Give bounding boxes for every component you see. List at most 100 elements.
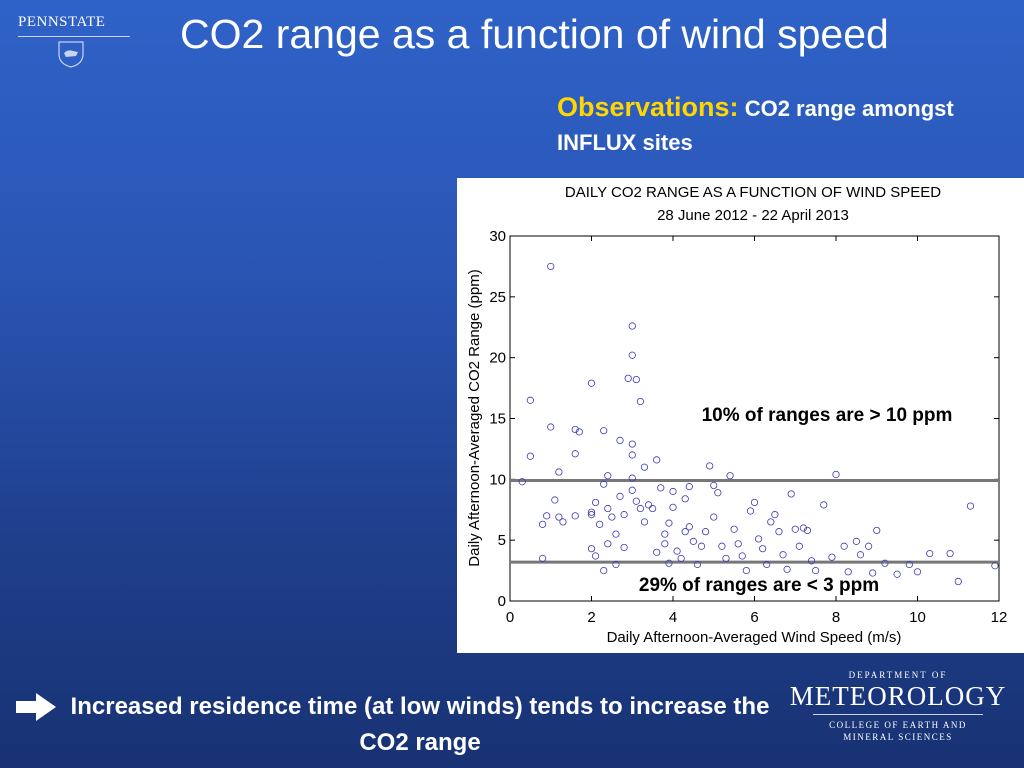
- x-tick-label: 10: [909, 609, 926, 626]
- data-point: [636, 504, 644, 513]
- data-point: [685, 523, 693, 531]
- data-point: [539, 554, 547, 563]
- data-point: [526, 452, 534, 460]
- data-point: [665, 559, 673, 567]
- data-point: [612, 560, 620, 569]
- data-point: [767, 518, 775, 526]
- data-point: [604, 504, 612, 513]
- logo-divider: [813, 714, 983, 715]
- data-point: [812, 566, 820, 575]
- meteorology-logo: DEPARTMENT OF METEOROLOGY COLLEGE OF EAR…: [784, 670, 1012, 760]
- y-tick-label: 0: [498, 593, 506, 610]
- conclusion-text: Increased residence time (at low winds) …: [70, 693, 770, 756]
- data-point: [628, 440, 636, 448]
- logo-college-line2: MINERAL SCIENCES: [843, 732, 953, 742]
- data-point: [608, 513, 616, 521]
- data-point: [706, 462, 714, 470]
- data-point: [734, 540, 742, 548]
- data-point: [604, 540, 612, 548]
- data-point: [754, 535, 763, 543]
- data-point: [669, 487, 677, 496]
- data-point: [628, 451, 636, 459]
- lion-shield-icon: [58, 41, 84, 68]
- data-point: [591, 498, 600, 507]
- data-point: [905, 560, 913, 569]
- data-point: [575, 428, 583, 436]
- logo-rule: [18, 36, 130, 37]
- data-point: [526, 396, 534, 404]
- data-point: [693, 560, 702, 569]
- observations-label: Observations:: [557, 92, 739, 122]
- data-point: [697, 542, 706, 550]
- y-axis-label: Daily Afternoon-Averaged CO2 Range (ppm): [466, 269, 483, 566]
- data-point: [640, 463, 649, 471]
- data-point: [820, 501, 828, 509]
- data-point: [799, 524, 807, 532]
- data-point: [926, 549, 934, 558]
- data-point: [571, 425, 579, 434]
- data-point: [571, 512, 579, 520]
- data-point: [591, 552, 600, 560]
- data-point: [628, 351, 636, 359]
- observations-text: CO2 range amongst INFLUX sites: [557, 96, 954, 155]
- data-point: [628, 322, 636, 330]
- data-point: [555, 513, 563, 521]
- data-point: [791, 525, 799, 533]
- data-point: [750, 498, 759, 507]
- pennstate-logo: PENNSTATE: [18, 14, 133, 74]
- data-point: [539, 520, 547, 528]
- x-tick-label: 12: [991, 609, 1008, 626]
- chart-subtitle: 28 June 2012 - 22 April 2013: [657, 207, 849, 224]
- data-point: [991, 562, 999, 570]
- data-point: [771, 511, 779, 519]
- data-point: [661, 530, 669, 538]
- data-point: [661, 540, 669, 548]
- data-point: [596, 520, 604, 528]
- data-point: [616, 492, 624, 500]
- data-point: [616, 436, 624, 444]
- observations-heading: Observations: CO2 range amongst INFLUX s…: [557, 90, 997, 160]
- data-point: [649, 504, 657, 513]
- logo-department: DEPARTMENT OF: [848, 670, 948, 680]
- right-arrow-icon: [16, 693, 56, 721]
- data-point: [571, 450, 579, 458]
- data-point: [644, 501, 653, 509]
- data-point: [714, 489, 722, 497]
- data-point: [547, 423, 555, 431]
- data-point: [738, 552, 746, 560]
- data-point: [600, 480, 608, 488]
- data-point: [710, 481, 718, 490]
- data-point: [864, 542, 873, 550]
- data-point: [620, 543, 628, 552]
- data-point: [783, 565, 791, 573]
- data-point: [726, 472, 734, 480]
- data-point: [600, 427, 608, 435]
- data-point: [869, 569, 877, 577]
- data-point: [759, 545, 767, 553]
- data-point: [681, 495, 689, 503]
- data-point: [852, 537, 860, 545]
- data-point: [763, 560, 771, 569]
- data-point: [832, 470, 840, 479]
- data-point: [665, 519, 673, 527]
- data-point: [689, 537, 697, 545]
- threshold-annotation: 10% of ranges are > 10 ppm: [702, 405, 953, 426]
- data-point: [587, 511, 596, 519]
- data-point: [673, 547, 681, 555]
- logo-meteorology: METEOROLOGY: [789, 681, 1007, 711]
- data-point: [551, 496, 559, 504]
- data-point: [612, 530, 620, 538]
- data-point: [746, 507, 755, 515]
- data-point: [518, 478, 526, 486]
- data-point: [559, 518, 567, 526]
- y-tick-label: 25: [489, 289, 506, 306]
- x-tick-label: 6: [750, 609, 758, 626]
- data-point: [669, 503, 677, 511]
- chart-title: DAILY CO2 RANGE AS A FUNCTION OF WIND SP…: [565, 184, 941, 201]
- data-point: [624, 374, 632, 382]
- logo-college-line1: COLLEGE OF EARTH AND: [829, 720, 967, 730]
- x-tick-label: 4: [669, 609, 677, 626]
- data-point: [685, 483, 693, 491]
- data-point: [881, 559, 889, 567]
- data-point: [807, 557, 816, 565]
